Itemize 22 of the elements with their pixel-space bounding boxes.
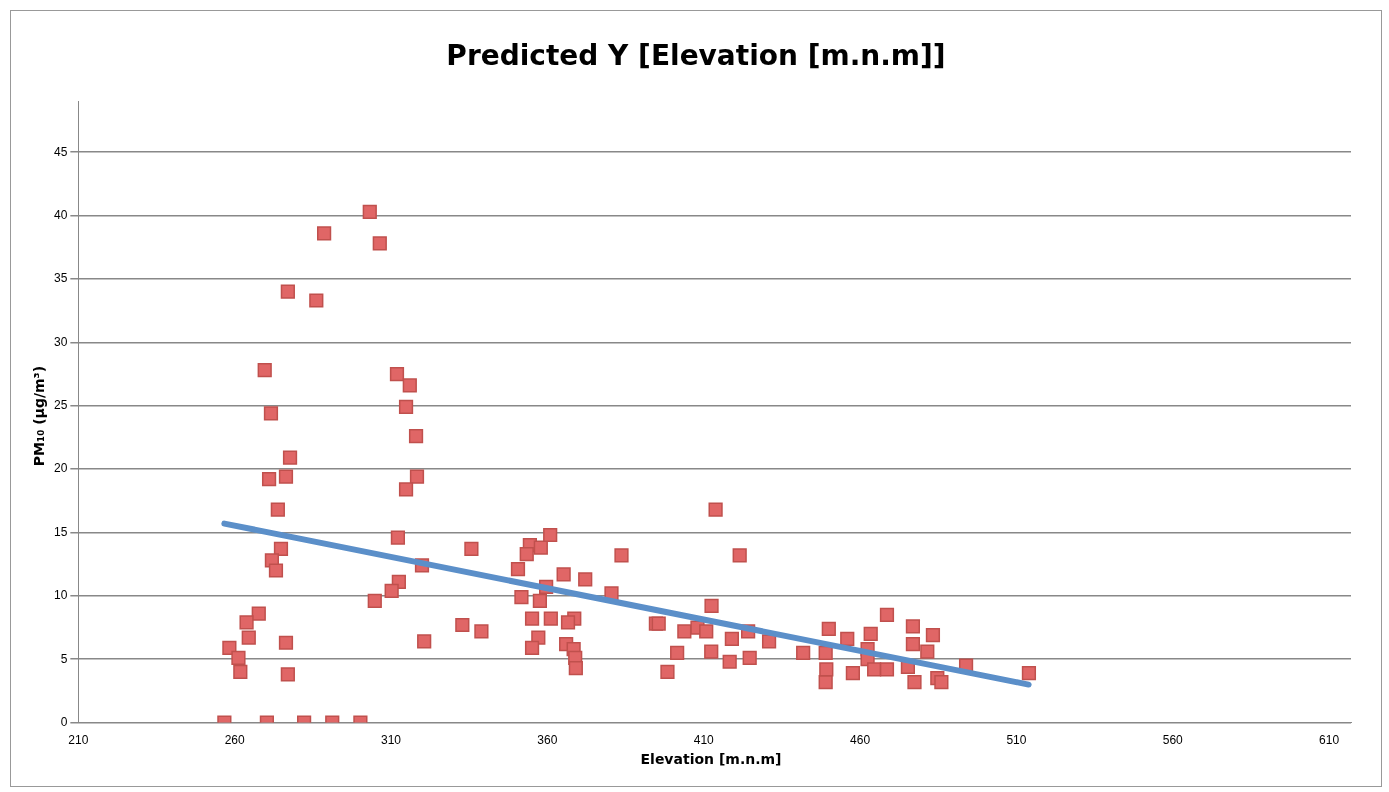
y-tick-label: 10 [53, 588, 68, 603]
y-tick-label: 30 [53, 334, 68, 349]
y-axis-title: PM₁₀ (µg/m³) [31, 365, 47, 467]
x-tick-label: 510 [1006, 733, 1027, 748]
x-tick-label: 560 [1162, 733, 1184, 748]
y-tick-label: 5 [60, 651, 68, 666]
y-tick-label: 35 [53, 271, 68, 286]
x-tick-label: 610 [1319, 733, 1340, 748]
x-axis-title: Elevation [m.n.m] [639, 751, 783, 767]
x-tick-label: 310 [381, 733, 402, 748]
y-tick-label: 45 [53, 144, 68, 159]
x-tick-label: 410 [693, 733, 715, 748]
y-tick-label: 15 [53, 524, 68, 539]
x-tick-label: 210 [68, 733, 89, 748]
x-tick-label: 360 [537, 733, 558, 748]
y-tick-label: 40 [53, 207, 68, 222]
y-tick-label: 25 [53, 398, 68, 413]
y-tick-label: 20 [53, 461, 68, 476]
x-tick-label: 460 [850, 733, 871, 748]
chart-title: Predicted Y [Elevation [m.n.m]] [445, 39, 947, 72]
y-tick-label: 0 [60, 714, 68, 729]
x-tick-label: 260 [224, 733, 246, 748]
